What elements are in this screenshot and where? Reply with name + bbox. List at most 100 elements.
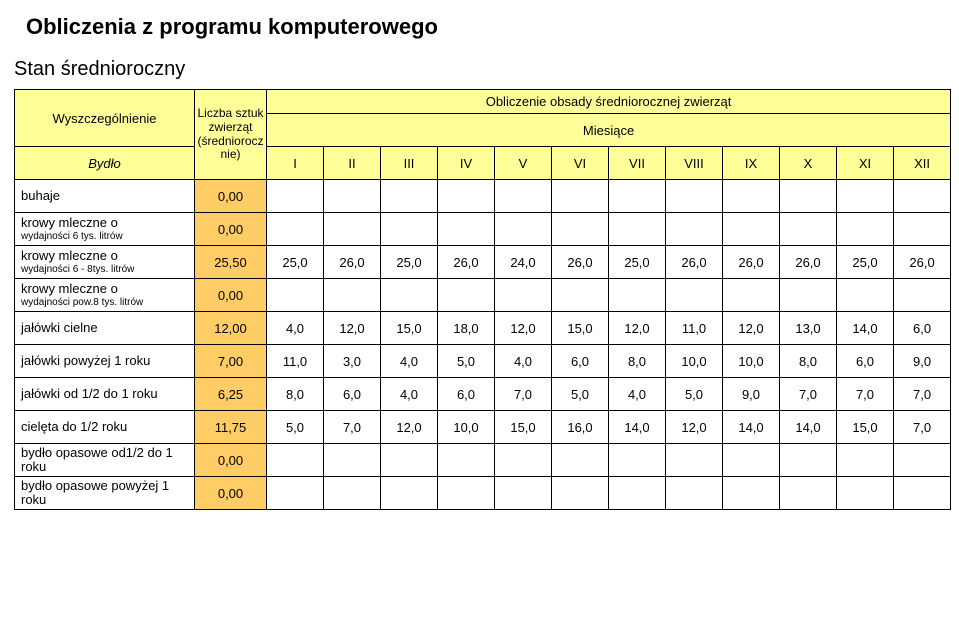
row-value bbox=[837, 213, 894, 246]
row-count: 12,00 bbox=[195, 312, 267, 345]
month-9: IX bbox=[723, 147, 780, 180]
table-row: jałówki od 1/2 do 1 roku6,258,06,04,06,0… bbox=[15, 378, 951, 411]
row-value: 7,0 bbox=[894, 411, 951, 444]
row-count: 11,75 bbox=[195, 411, 267, 444]
row-label-main: cielęta do 1/2 roku bbox=[21, 419, 127, 434]
row-value bbox=[780, 180, 837, 213]
row-label: krowy mleczne owydajności 6 - 8tys. litr… bbox=[15, 246, 195, 279]
col-spec-bottom: Bydło bbox=[15, 147, 195, 180]
row-value: 6,0 bbox=[837, 345, 894, 378]
row-label: krowy mleczne owydajności pow.8 tys. lit… bbox=[15, 279, 195, 312]
count-hdr-l4: nie) bbox=[220, 147, 240, 161]
table-row: krowy mleczne owydajności 6 tys. litrów0… bbox=[15, 213, 951, 246]
row-value bbox=[894, 279, 951, 312]
row-value: 14,0 bbox=[609, 411, 666, 444]
row-value: 4,0 bbox=[267, 312, 324, 345]
row-count: 6,25 bbox=[195, 378, 267, 411]
row-value bbox=[723, 444, 780, 477]
month-10: X bbox=[780, 147, 837, 180]
row-value: 12,0 bbox=[381, 411, 438, 444]
row-value: 16,0 bbox=[552, 411, 609, 444]
row-value: 26,0 bbox=[552, 246, 609, 279]
row-value: 26,0 bbox=[780, 246, 837, 279]
row-value bbox=[495, 477, 552, 510]
row-value: 12,0 bbox=[324, 312, 381, 345]
month-4: IV bbox=[438, 147, 495, 180]
count-hdr-l1: Liczba sztuk bbox=[197, 106, 263, 120]
row-value: 6,0 bbox=[324, 378, 381, 411]
row-value bbox=[438, 213, 495, 246]
row-value bbox=[381, 444, 438, 477]
row-label: bydło opasowe powyżej 1 roku bbox=[15, 477, 195, 510]
row-value: 7,0 bbox=[894, 378, 951, 411]
row-value: 5,0 bbox=[666, 378, 723, 411]
row-value bbox=[666, 279, 723, 312]
row-value: 24,0 bbox=[495, 246, 552, 279]
row-value: 8,0 bbox=[267, 378, 324, 411]
row-value: 12,0 bbox=[495, 312, 552, 345]
row-value bbox=[837, 477, 894, 510]
row-value: 4,0 bbox=[381, 378, 438, 411]
page-subtitle: Stan średnioroczny bbox=[14, 58, 945, 81]
table-head: Wyszczególnienie Liczba sztuk zwierząt (… bbox=[15, 90, 951, 180]
row-value: 7,0 bbox=[837, 378, 894, 411]
row-value: 5,0 bbox=[438, 345, 495, 378]
row-value: 5,0 bbox=[267, 411, 324, 444]
row-value: 14,0 bbox=[723, 411, 780, 444]
row-label-sub: wydajności 6 tys. litrów bbox=[21, 231, 190, 242]
table-row: jałówki cielne12,004,012,015,018,012,015… bbox=[15, 312, 951, 345]
row-value: 26,0 bbox=[666, 246, 723, 279]
month-2: II bbox=[324, 147, 381, 180]
row-value: 15,0 bbox=[552, 312, 609, 345]
row-label-main: krowy mleczne o bbox=[21, 281, 118, 296]
row-value bbox=[723, 213, 780, 246]
row-value bbox=[723, 279, 780, 312]
row-value: 6,0 bbox=[894, 312, 951, 345]
row-label-main: bydło opasowe powyżej 1 roku bbox=[21, 478, 169, 507]
row-label: cielęta do 1/2 roku bbox=[15, 411, 195, 444]
row-value bbox=[267, 279, 324, 312]
row-value bbox=[438, 279, 495, 312]
row-value: 9,0 bbox=[894, 345, 951, 378]
row-value bbox=[267, 180, 324, 213]
row-label-main: bydło opasowe od1/2 do 1 roku bbox=[21, 445, 173, 474]
table-body: buhaje0,00krowy mleczne owydajności 6 ty… bbox=[15, 180, 951, 510]
col-spec-top: Wyszczególnienie bbox=[15, 90, 195, 147]
row-value bbox=[609, 477, 666, 510]
row-value bbox=[495, 213, 552, 246]
row-value bbox=[438, 444, 495, 477]
row-count: 0,00 bbox=[195, 444, 267, 477]
row-value: 11,0 bbox=[666, 312, 723, 345]
row-value bbox=[495, 279, 552, 312]
row-value bbox=[609, 279, 666, 312]
row-value: 13,0 bbox=[780, 312, 837, 345]
row-value bbox=[381, 180, 438, 213]
row-value bbox=[552, 477, 609, 510]
row-label-main: jałówki od 1/2 do 1 roku bbox=[21, 386, 158, 401]
row-value bbox=[324, 444, 381, 477]
month-3: III bbox=[381, 147, 438, 180]
row-value bbox=[552, 444, 609, 477]
row-value bbox=[780, 213, 837, 246]
row-value: 7,0 bbox=[495, 378, 552, 411]
row-value: 8,0 bbox=[780, 345, 837, 378]
row-value bbox=[552, 213, 609, 246]
row-value bbox=[495, 444, 552, 477]
row-label: bydło opasowe od1/2 do 1 roku bbox=[15, 444, 195, 477]
row-value bbox=[438, 180, 495, 213]
table-row: buhaje0,00 bbox=[15, 180, 951, 213]
row-value: 12,0 bbox=[723, 312, 780, 345]
row-value: 7,0 bbox=[780, 378, 837, 411]
row-label-main: krowy mleczne o bbox=[21, 248, 118, 263]
row-value: 26,0 bbox=[438, 246, 495, 279]
col-count-header: Liczba sztuk zwierząt (średniorocz nie) bbox=[195, 90, 267, 180]
row-value bbox=[837, 180, 894, 213]
row-value: 4,0 bbox=[495, 345, 552, 378]
row-value: 15,0 bbox=[381, 312, 438, 345]
month-5: V bbox=[495, 147, 552, 180]
row-value bbox=[666, 477, 723, 510]
row-value bbox=[780, 444, 837, 477]
count-hdr-l3: (średniorocz bbox=[197, 134, 263, 148]
row-value: 10,0 bbox=[723, 345, 780, 378]
row-value bbox=[609, 444, 666, 477]
